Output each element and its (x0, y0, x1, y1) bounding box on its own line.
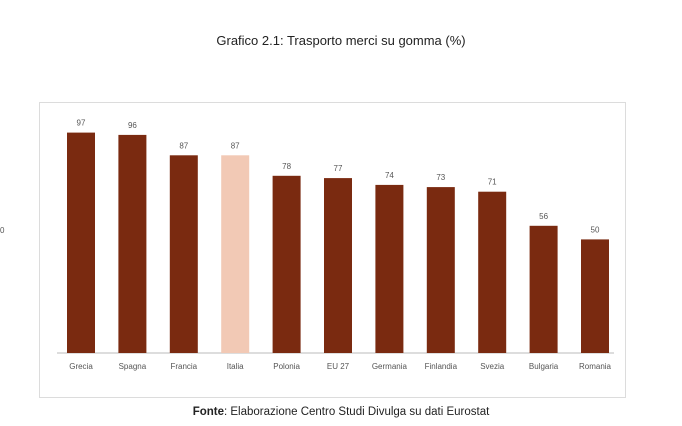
bar-eu-27 (324, 178, 352, 353)
data-label-francia: 87 (179, 141, 188, 150)
bar-polonia (272, 175, 301, 353)
x-tick-label-spagna: Spagna (119, 362, 147, 371)
x-tick-label-italia: Italia (227, 362, 244, 371)
x-tick-label-bulgaria: Bulgaria (529, 362, 559, 371)
data-label-spagna: 96 (128, 121, 137, 130)
bar-finlandia (426, 187, 455, 353)
bar-spagna (118, 134, 147, 353)
x-tick-label-finlandia: Finlandia (425, 362, 458, 371)
source-text: : Elaborazione Centro Studi Divulga su d… (224, 406, 490, 418)
data-label-finlandia: 73 (436, 173, 445, 182)
bar-grecia (67, 132, 95, 353)
data-label-eu-27: 77 (334, 164, 343, 173)
data-label-grecia: 97 (77, 119, 86, 128)
bar-italia (221, 155, 250, 353)
bar-germania (375, 184, 404, 353)
source-note: Fonte: Elaborazione Centro Studi Divulga… (0, 406, 682, 418)
bar-francia (169, 155, 198, 353)
x-tick-label-germania: Germania (372, 362, 408, 371)
chart-title: Grafico 2.1: Trasporto merci su gomma (%… (216, 33, 466, 48)
data-label-italia: 87 (231, 141, 240, 150)
x-tick-label-grecia: Grecia (69, 362, 93, 371)
x-tick-label-romania: Romania (579, 362, 612, 371)
x-tick-label-polonia: Polonia (273, 362, 300, 371)
data-label-polonia: 78 (282, 162, 291, 171)
source-label: Fonte (192, 406, 224, 418)
data-label-svezia: 71 (488, 178, 497, 187)
bar-romania (581, 239, 609, 353)
bar-bulgaria (529, 225, 558, 353)
x-tick-label-eu-27: EU 27 (327, 362, 350, 371)
x-tick-label-svezia: Svezia (480, 362, 505, 371)
cropped-axis-label: 0 (0, 226, 5, 235)
data-label-germania: 74 (385, 171, 394, 180)
data-label-bulgaria: 56 (539, 212, 548, 221)
x-tick-label-francia: Francia (170, 362, 197, 371)
bar-svezia (478, 191, 507, 353)
data-label-romania: 50 (591, 225, 600, 234)
